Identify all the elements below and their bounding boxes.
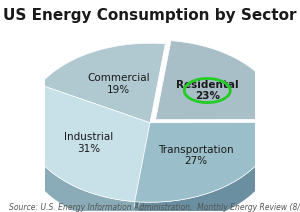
Polygon shape	[156, 41, 281, 120]
Text: Transportation
27%: Transportation 27%	[158, 145, 234, 166]
Polygon shape	[135, 123, 150, 212]
Text: Industrial
31%: Industrial 31%	[64, 132, 113, 153]
Polygon shape	[25, 124, 135, 212]
Text: Source: U.S. Energy Information Administration,  Monthly Energy Review (8/26/201: Source: U.S. Energy Information Administ…	[9, 203, 300, 212]
Polygon shape	[40, 43, 165, 123]
Polygon shape	[135, 123, 150, 212]
Text: Residental
23%: Residental 23%	[176, 80, 238, 101]
Text: US Energy Consumption by Sector: US Energy Consumption by Sector	[3, 8, 297, 23]
Text: Commercial
19%: Commercial 19%	[87, 73, 150, 95]
Polygon shape	[135, 123, 275, 202]
Polygon shape	[135, 124, 275, 212]
Polygon shape	[25, 85, 150, 202]
